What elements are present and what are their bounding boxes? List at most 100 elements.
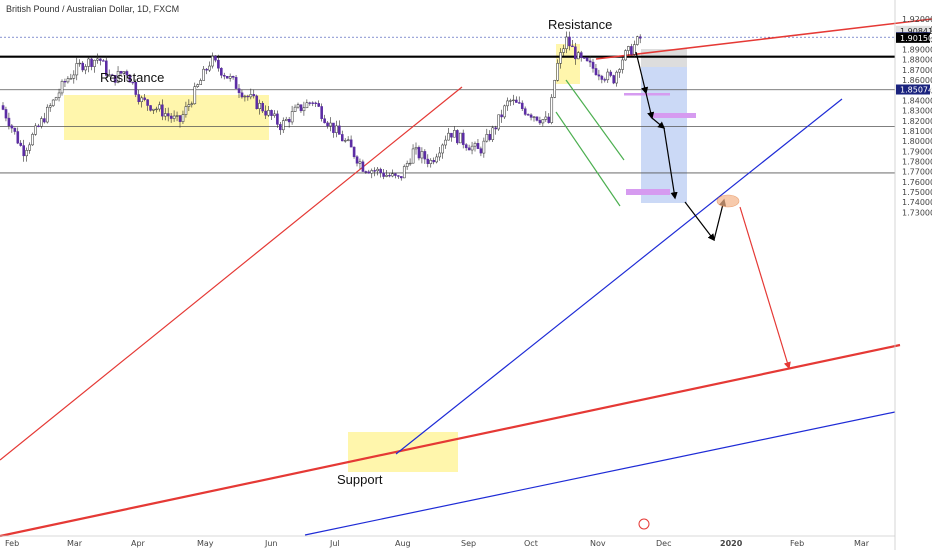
x-tick-label-2: Apr <box>131 539 146 548</box>
x-tick-label-6: Aug <box>395 539 411 548</box>
candle-body-98 <box>290 111 294 123</box>
candle-body-136 <box>402 166 406 179</box>
candle-body-47 <box>140 97 143 103</box>
candle-body-107 <box>317 103 320 107</box>
candle-body-86 <box>255 95 259 109</box>
price-axis[interactable]: 1.920001.910001.900001.890001.880001.870… <box>894 0 932 550</box>
y-tick-label-0: 1.92000 <box>902 15 932 24</box>
candle-body-134 <box>397 175 400 177</box>
forecast-arrow-5 <box>713 198 727 241</box>
candle-body-111 <box>329 122 332 127</box>
candle-body-101 <box>299 104 303 112</box>
candle-body-13 <box>40 118 43 127</box>
candle-body-73 <box>217 59 220 69</box>
x-tick-label-3: May <box>197 539 214 548</box>
red-forecast-arrow <box>739 206 791 370</box>
candle-body-157 <box>464 144 468 149</box>
candle-body-156 <box>461 132 465 145</box>
candle-body-114 <box>338 125 341 135</box>
blue-trend-line <box>395 98 843 455</box>
support-zone <box>348 432 458 472</box>
candle-body-119 <box>352 146 356 157</box>
candle-body-106 <box>314 102 318 104</box>
green-channel-lower <box>555 111 621 207</box>
resistance-label-right: Resistance <box>548 17 613 32</box>
candle-body-141 <box>417 147 421 159</box>
candle-body-67 <box>199 80 202 85</box>
target-circle-marker <box>716 194 740 208</box>
candle-body-202 <box>597 74 601 77</box>
candle-body-125 <box>370 170 374 174</box>
x-tick-label-12: Feb <box>790 539 804 548</box>
candle-body-12 <box>37 125 40 127</box>
candle-body-48 <box>143 97 146 100</box>
candle-body-62 <box>184 106 188 115</box>
candle-body-32 <box>96 58 99 61</box>
candle-body-24 <box>72 74 76 79</box>
candle-body-187 <box>553 80 557 98</box>
candle-body-36 <box>107 74 111 76</box>
candle-body-3 <box>10 125 14 129</box>
candle-body-110 <box>326 122 329 127</box>
candle-body-207 <box>612 75 616 84</box>
candle-body-143 <box>423 151 427 160</box>
candle-body-90 <box>267 110 270 116</box>
y-tick-label-16: 1.76000 <box>902 178 932 187</box>
candle-body-155 <box>459 132 462 144</box>
candle-body-121 <box>358 161 362 164</box>
y-tick-label-11: 1.81000 <box>902 127 932 136</box>
candle-body-195 <box>577 52 580 60</box>
candle-body-161 <box>476 143 480 149</box>
forecast-arrow-3 <box>663 127 678 200</box>
candle-body-186 <box>550 97 554 123</box>
candle-body-54 <box>161 104 164 117</box>
candle-body-51 <box>152 108 155 111</box>
candle-body-72 <box>214 55 217 61</box>
candle-body-30 <box>90 58 93 67</box>
candle-body-126 <box>373 170 377 172</box>
candle-body-35 <box>105 60 108 76</box>
candle-body-188 <box>556 63 559 81</box>
candle-body-69 <box>205 68 208 71</box>
candle-body-1 <box>4 109 8 119</box>
candle-body-211 <box>624 50 627 61</box>
candle-body-190 <box>562 48 565 53</box>
red-resistance-channel <box>595 18 932 60</box>
candle-body-192 <box>568 36 571 47</box>
candle-body-178 <box>526 114 530 116</box>
forecast-arrow-0 <box>635 51 649 95</box>
candle-body-14 <box>43 118 46 123</box>
time-axis[interactable]: Feb Mar Apr May Jun Jul Aug Sep Oct Nov Dec 2020 Feb… <box>0 535 895 548</box>
x-tick-label-11: 2020 <box>720 539 743 548</box>
candle-body-197 <box>582 57 586 59</box>
candle-body-15 <box>46 106 49 123</box>
candle-body-123 <box>364 171 368 173</box>
candle-body-184 <box>544 116 548 120</box>
candle-body-170 <box>503 105 506 118</box>
candle-body-132 <box>391 173 394 177</box>
red-trend-line-rising <box>0 86 463 461</box>
y-tick-label-19: 1.73000 <box>902 208 932 217</box>
candle-body-53 <box>158 104 161 110</box>
x-tick-label-7: Sep <box>461 539 476 548</box>
purple-level-3 <box>626 189 670 195</box>
candle-body-124 <box>367 171 371 174</box>
candle-body-60 <box>178 115 182 122</box>
candle-body-85 <box>252 94 256 97</box>
candle-body-83 <box>246 95 250 98</box>
candle-body-173 <box>512 99 515 102</box>
candle-body-113 <box>335 125 338 133</box>
candle-body-169 <box>500 114 503 118</box>
target-box <box>641 67 687 203</box>
candle-body-5 <box>16 131 20 144</box>
candle-body-49 <box>146 99 149 106</box>
candle-body-148 <box>438 152 441 158</box>
candle-body-66 <box>196 84 200 87</box>
candle-body-104 <box>308 102 312 104</box>
candle-body-127 <box>376 168 379 172</box>
y-tick-label-3: 1.89000 <box>902 46 932 55</box>
candle-body-212 <box>627 46 630 51</box>
candle-body-128 <box>379 168 382 174</box>
candle-body-209 <box>618 69 621 73</box>
